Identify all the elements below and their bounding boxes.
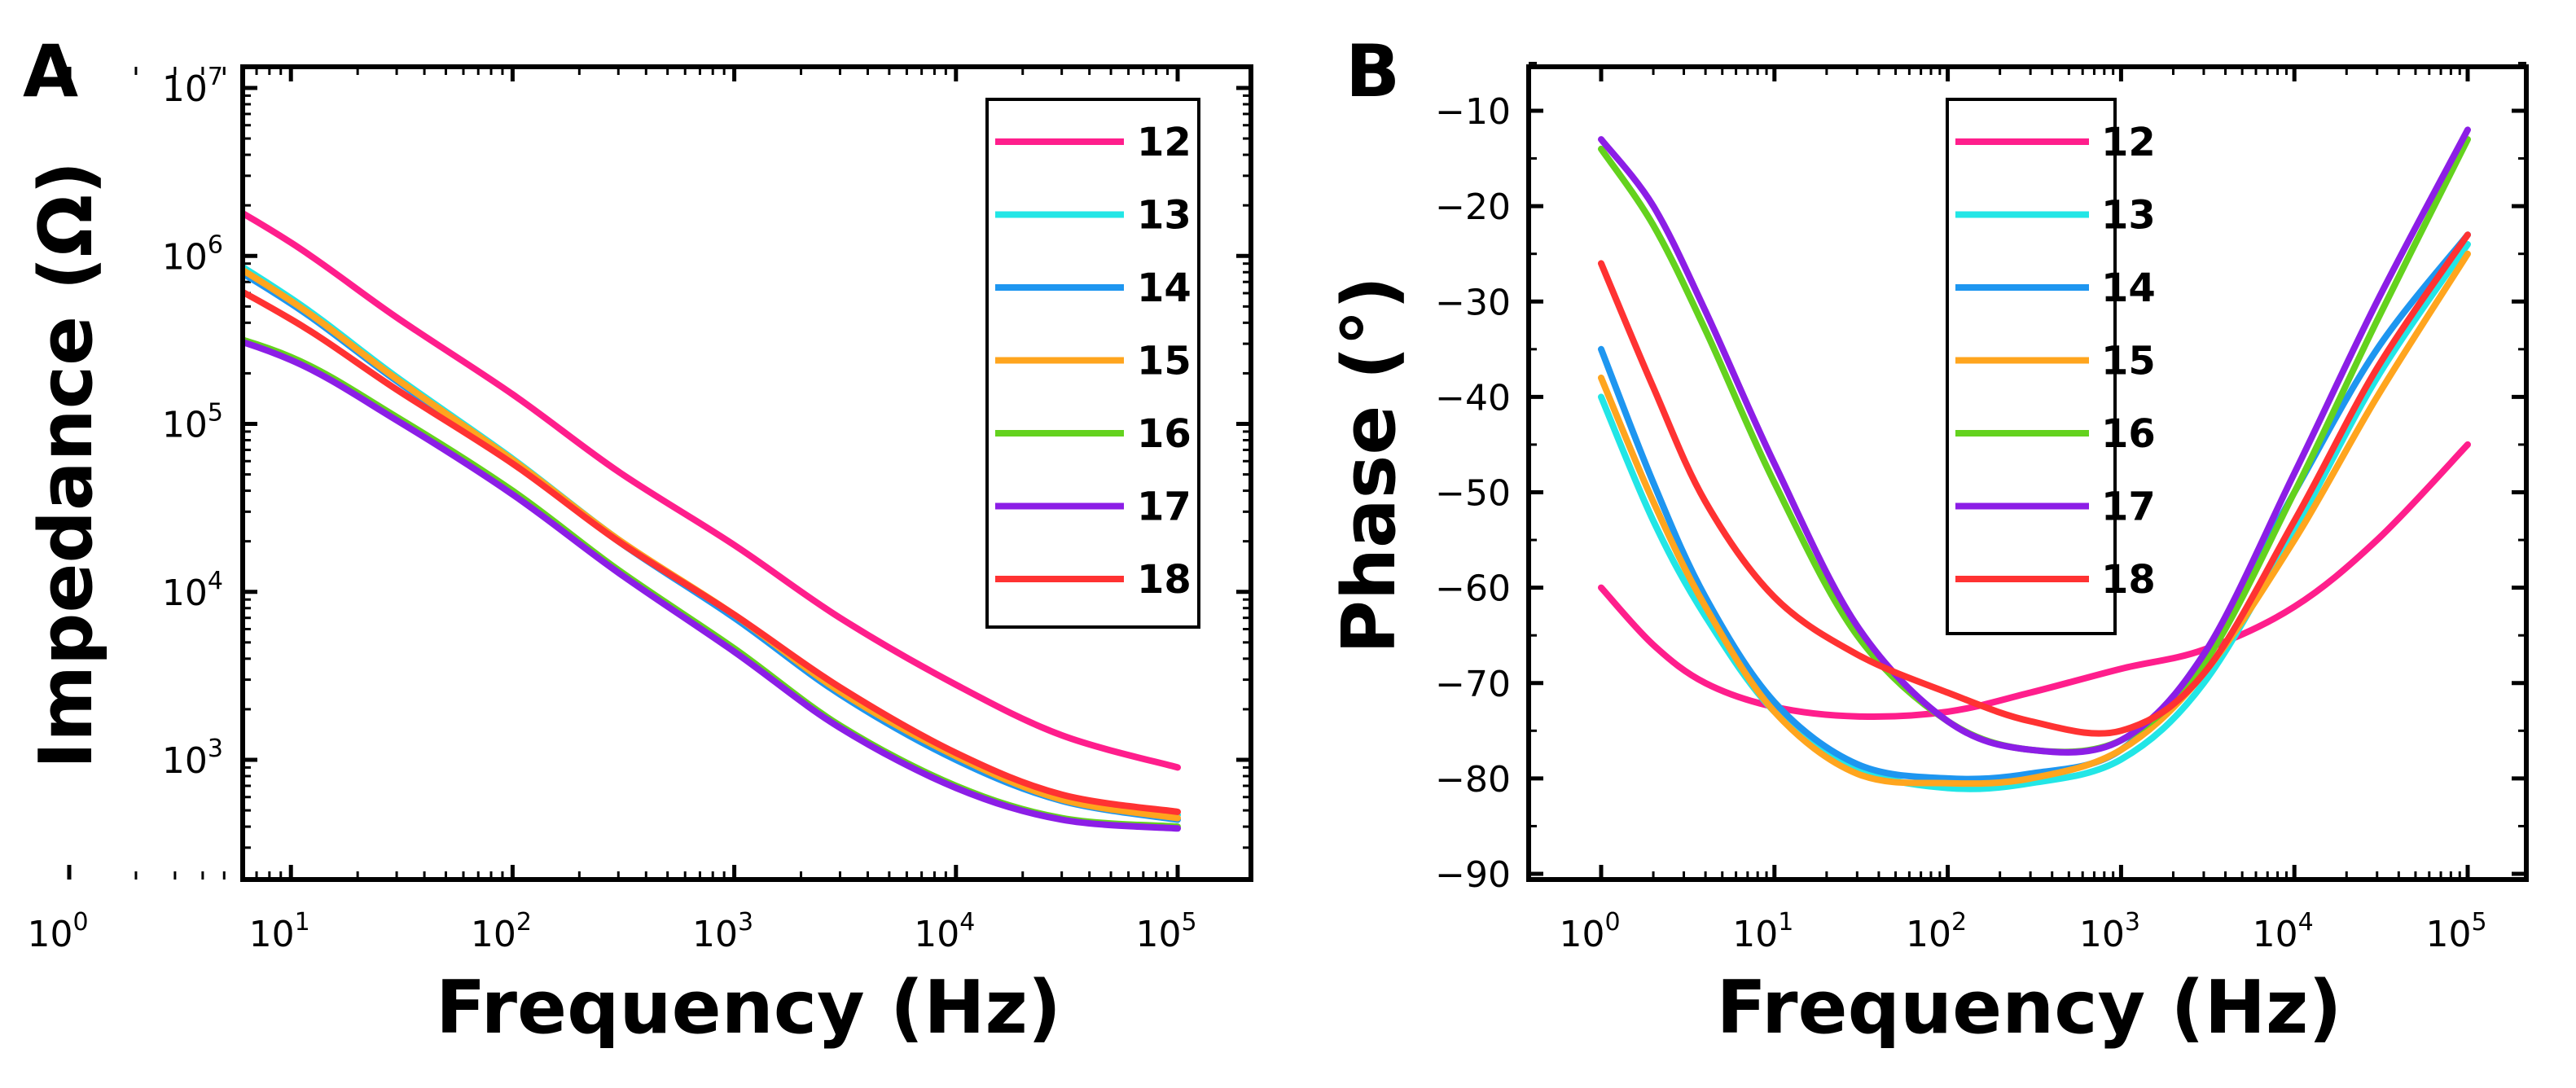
series-line-13 xyxy=(1598,241,2471,792)
y-tick-label: 106 xyxy=(162,230,223,278)
y-axis-title: Impedance (Ω) xyxy=(24,161,109,769)
y-tick-label: 105 xyxy=(162,399,223,446)
series-line-17 xyxy=(245,339,1181,832)
y-tick-label: −60 xyxy=(1435,568,1511,610)
x-tick-label: 103 xyxy=(692,908,753,955)
series-line-18 xyxy=(1598,231,2471,737)
legend-label-15: 15 xyxy=(2101,339,2156,384)
y-tick-label: −10 xyxy=(1435,91,1511,133)
y-tick-label: −30 xyxy=(1435,282,1511,323)
legend-label-12: 12 xyxy=(1137,120,1191,165)
series-line-12 xyxy=(1598,441,2471,720)
legend-label-18: 18 xyxy=(1137,557,1191,603)
legend-label-13: 13 xyxy=(2101,193,2156,239)
series-line-12 xyxy=(245,211,1181,771)
panel-b-letter: B xyxy=(1345,29,1400,113)
plot-frame-a xyxy=(240,64,1253,882)
x-tick-label: 105 xyxy=(1135,908,1196,955)
x-tick-label: 101 xyxy=(249,908,310,955)
legend-label-13: 13 xyxy=(1137,193,1191,239)
series-line-15 xyxy=(1598,250,2471,787)
y-tick-label: −80 xyxy=(1435,759,1511,801)
x-tick-label: 100 xyxy=(27,908,88,955)
legend: 12 13 14 15 16 17 18 xyxy=(985,98,1200,629)
x-tick-label: 104 xyxy=(2253,908,2314,955)
y-tick-label: 104 xyxy=(162,567,223,614)
legend-label-16: 16 xyxy=(2101,411,2156,457)
x-axis-title: Frequency (Hz) xyxy=(1716,965,2341,1051)
legend: 12 13 14 15 16 17 18 xyxy=(1946,98,2156,635)
legend-label-17: 17 xyxy=(2101,485,2156,530)
y-tick-label: −40 xyxy=(1435,377,1511,419)
legend-label-14: 14 xyxy=(2101,265,2156,311)
legend-label-17: 17 xyxy=(1137,485,1191,530)
x-tick-label: 102 xyxy=(1906,908,1967,955)
panel-a: 100 101 102 103 104 105 103 104 105 106 107 Frequen… xyxy=(24,63,1253,1051)
x-tick-label: 102 xyxy=(471,908,532,955)
y-tick-label: −20 xyxy=(1435,186,1511,228)
y-tick-label: −70 xyxy=(1435,664,1511,705)
y-tick-label: −90 xyxy=(1435,854,1511,896)
series-line-17 xyxy=(1598,126,2471,756)
legend-label-18: 18 xyxy=(2101,557,2156,603)
y-tick-label: −50 xyxy=(1435,473,1511,515)
plot-frame-b xyxy=(1526,64,2529,882)
legend-label-16: 16 xyxy=(1137,411,1191,457)
legend-box xyxy=(1946,98,2117,635)
y-axis-title: Phase (°) xyxy=(1327,276,1412,654)
legend-label-12: 12 xyxy=(2101,120,2156,165)
x-tick-label: 100 xyxy=(1559,908,1620,955)
y-tick-label: 103 xyxy=(162,735,223,782)
x-tick-label: 101 xyxy=(1732,908,1793,955)
panel-b: 100 101 102 103 104 105 −10 −20 −30 −40 −50 −60 −70 −… xyxy=(1327,61,2529,1051)
y-tick-label: 107 xyxy=(162,63,223,110)
legend-label-15: 15 xyxy=(1137,339,1191,384)
series-line-18 xyxy=(245,289,1181,815)
x-tick-label: 104 xyxy=(914,908,975,955)
x-tick-label: 103 xyxy=(2079,908,2140,955)
x-tick-label: 105 xyxy=(2425,908,2486,955)
legend-label-14: 14 xyxy=(1137,265,1191,311)
x-axis-title: Frequency (Hz) xyxy=(436,965,1061,1051)
